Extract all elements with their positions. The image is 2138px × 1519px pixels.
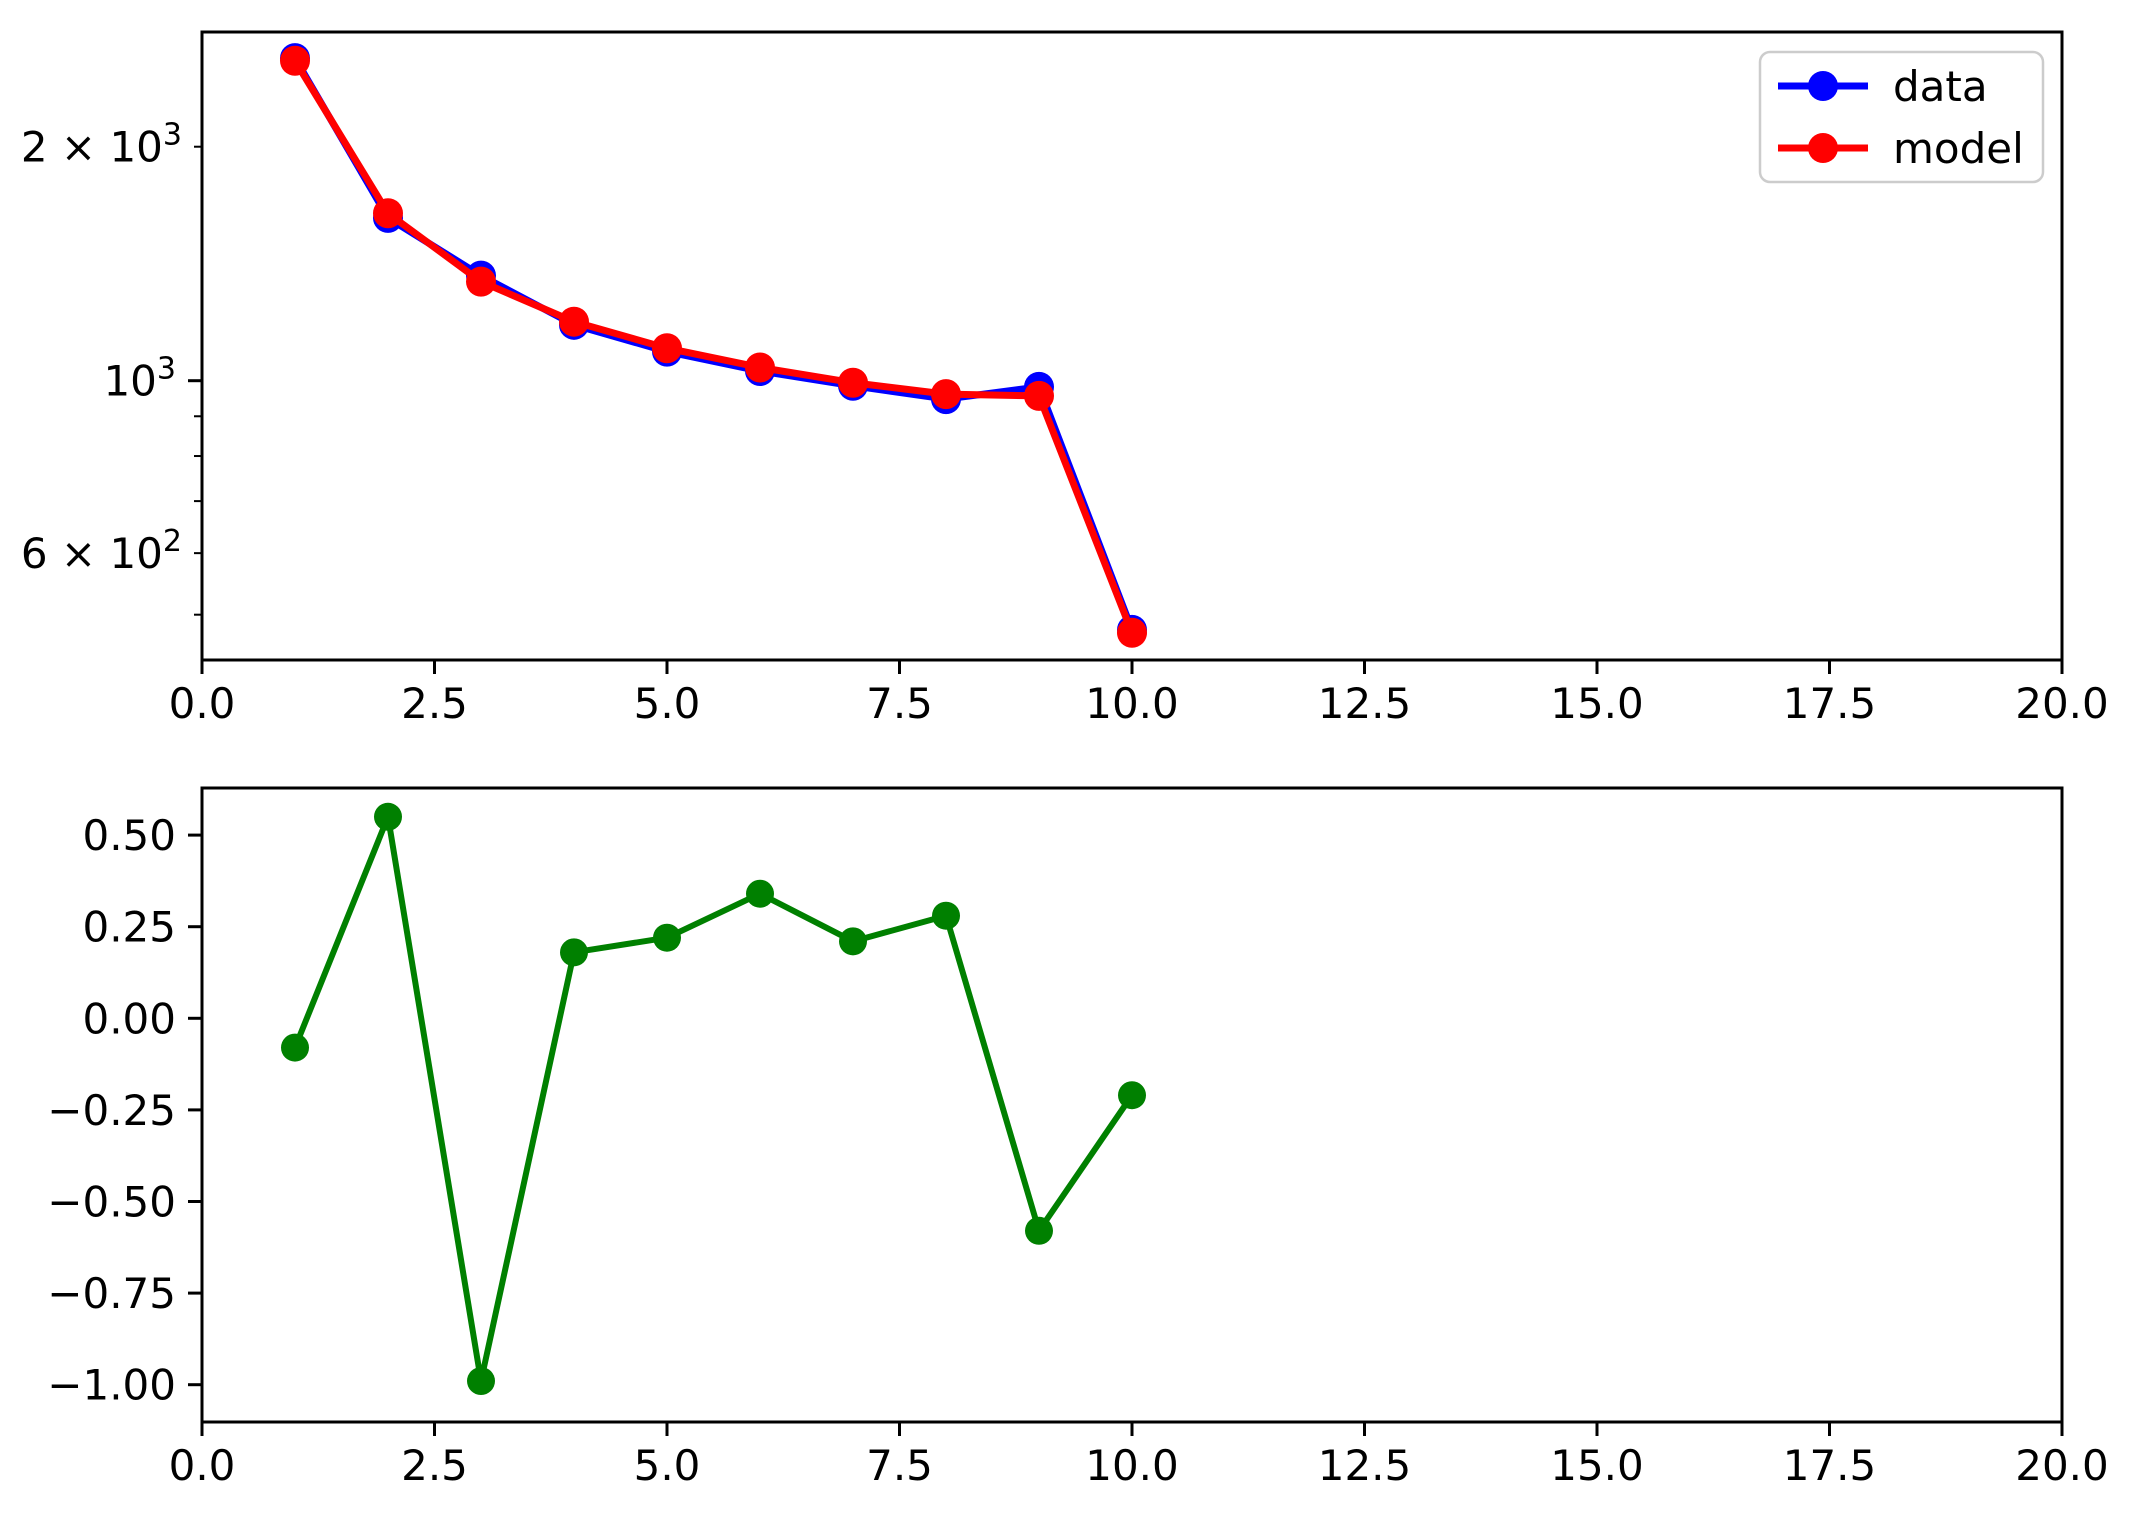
x-tick-label: 2.5 xyxy=(401,679,468,728)
model-series-line xyxy=(291,57,1136,637)
y-tick-label: −0.25 xyxy=(47,1086,176,1135)
model-series-point xyxy=(466,266,496,297)
x-tick-label: 0.0 xyxy=(169,679,236,728)
y-tick-label: −0.50 xyxy=(47,1178,176,1227)
residual-series-point xyxy=(467,1367,495,1396)
y-tick-label: 6 × 102 xyxy=(21,524,182,578)
x-tick-label: 15.0 xyxy=(1550,1441,1644,1490)
legend-sample-marker xyxy=(1808,133,1838,163)
x-tick-label: 15.0 xyxy=(1550,679,1644,728)
residual-series-point xyxy=(653,923,681,952)
y-tick-label: 0.00 xyxy=(82,994,176,1043)
legend: data model xyxy=(1758,50,2045,184)
y-tick-label: 0.25 xyxy=(82,903,176,952)
model-series-point xyxy=(838,367,868,398)
legend-label: data xyxy=(1893,62,1988,111)
legend-label: model xyxy=(1893,124,2024,173)
axes-spines xyxy=(200,786,2064,1424)
model-series-point xyxy=(559,306,589,337)
legend-sample-marker xyxy=(1808,71,1838,101)
x-tick-label: 17.5 xyxy=(1783,1441,1877,1490)
model-series-point xyxy=(745,352,775,383)
residual-series-point xyxy=(746,879,774,908)
residual-series-point xyxy=(1118,1081,1146,1110)
x-tick-label: 12.5 xyxy=(1318,679,1412,728)
x-tick-label: 2.5 xyxy=(401,1441,468,1490)
y-tick-label: 103 xyxy=(103,352,176,406)
x-tick-label: 10.0 xyxy=(1085,1441,1179,1490)
model-series-point xyxy=(652,333,682,364)
x-tick-label: 20.0 xyxy=(2015,1441,2109,1490)
model-series-point xyxy=(280,45,310,76)
x-tick-label: 0.0 xyxy=(169,1441,236,1490)
x-tick-label: 20.0 xyxy=(2015,679,2109,728)
residual-series-point xyxy=(281,1033,309,1062)
x-tick-label: 7.5 xyxy=(866,679,933,728)
y-tick-label: 0.50 xyxy=(82,811,176,860)
top-plot: 2 × 103 103 6 × 102 0.0 2.5 5.0 7.5 10.0 12.5 15.… xyxy=(21,30,2109,728)
y-tick-label: −1.00 xyxy=(47,1361,176,1410)
x-tick-label: 5.0 xyxy=(634,679,701,728)
x-tick-label: 7.5 xyxy=(866,1441,933,1490)
model-series-point xyxy=(931,379,961,410)
x-tick-label: 10.0 xyxy=(1085,679,1179,728)
residual-series-point xyxy=(374,802,402,831)
y-tick-label: −0.75 xyxy=(47,1269,176,1318)
model-series-point xyxy=(1024,380,1054,411)
residual-series-point xyxy=(839,927,867,956)
x-tick-label: 12.5 xyxy=(1318,1441,1412,1490)
residual-series-point xyxy=(932,901,960,930)
residual-plot: 0.50 0.25 0.00 −0.25 −0.50 −0.75 −1.00 0.0 2.5 5.… xyxy=(47,786,2109,1490)
x-tick-label: 5.0 xyxy=(634,1441,701,1490)
y-tick-label: 2 × 103 xyxy=(21,118,182,172)
model-series-point xyxy=(1117,617,1147,648)
residual-series-point xyxy=(1025,1216,1053,1245)
x-tick-label: 17.5 xyxy=(1783,679,1877,728)
residual-series-line xyxy=(292,813,1135,1385)
axes-spines xyxy=(200,30,2064,662)
model-series-point xyxy=(373,198,403,229)
residual-series-point xyxy=(560,938,588,967)
legend-entry-model: model xyxy=(1778,124,2024,173)
legend-entry-data: data xyxy=(1778,62,1988,111)
